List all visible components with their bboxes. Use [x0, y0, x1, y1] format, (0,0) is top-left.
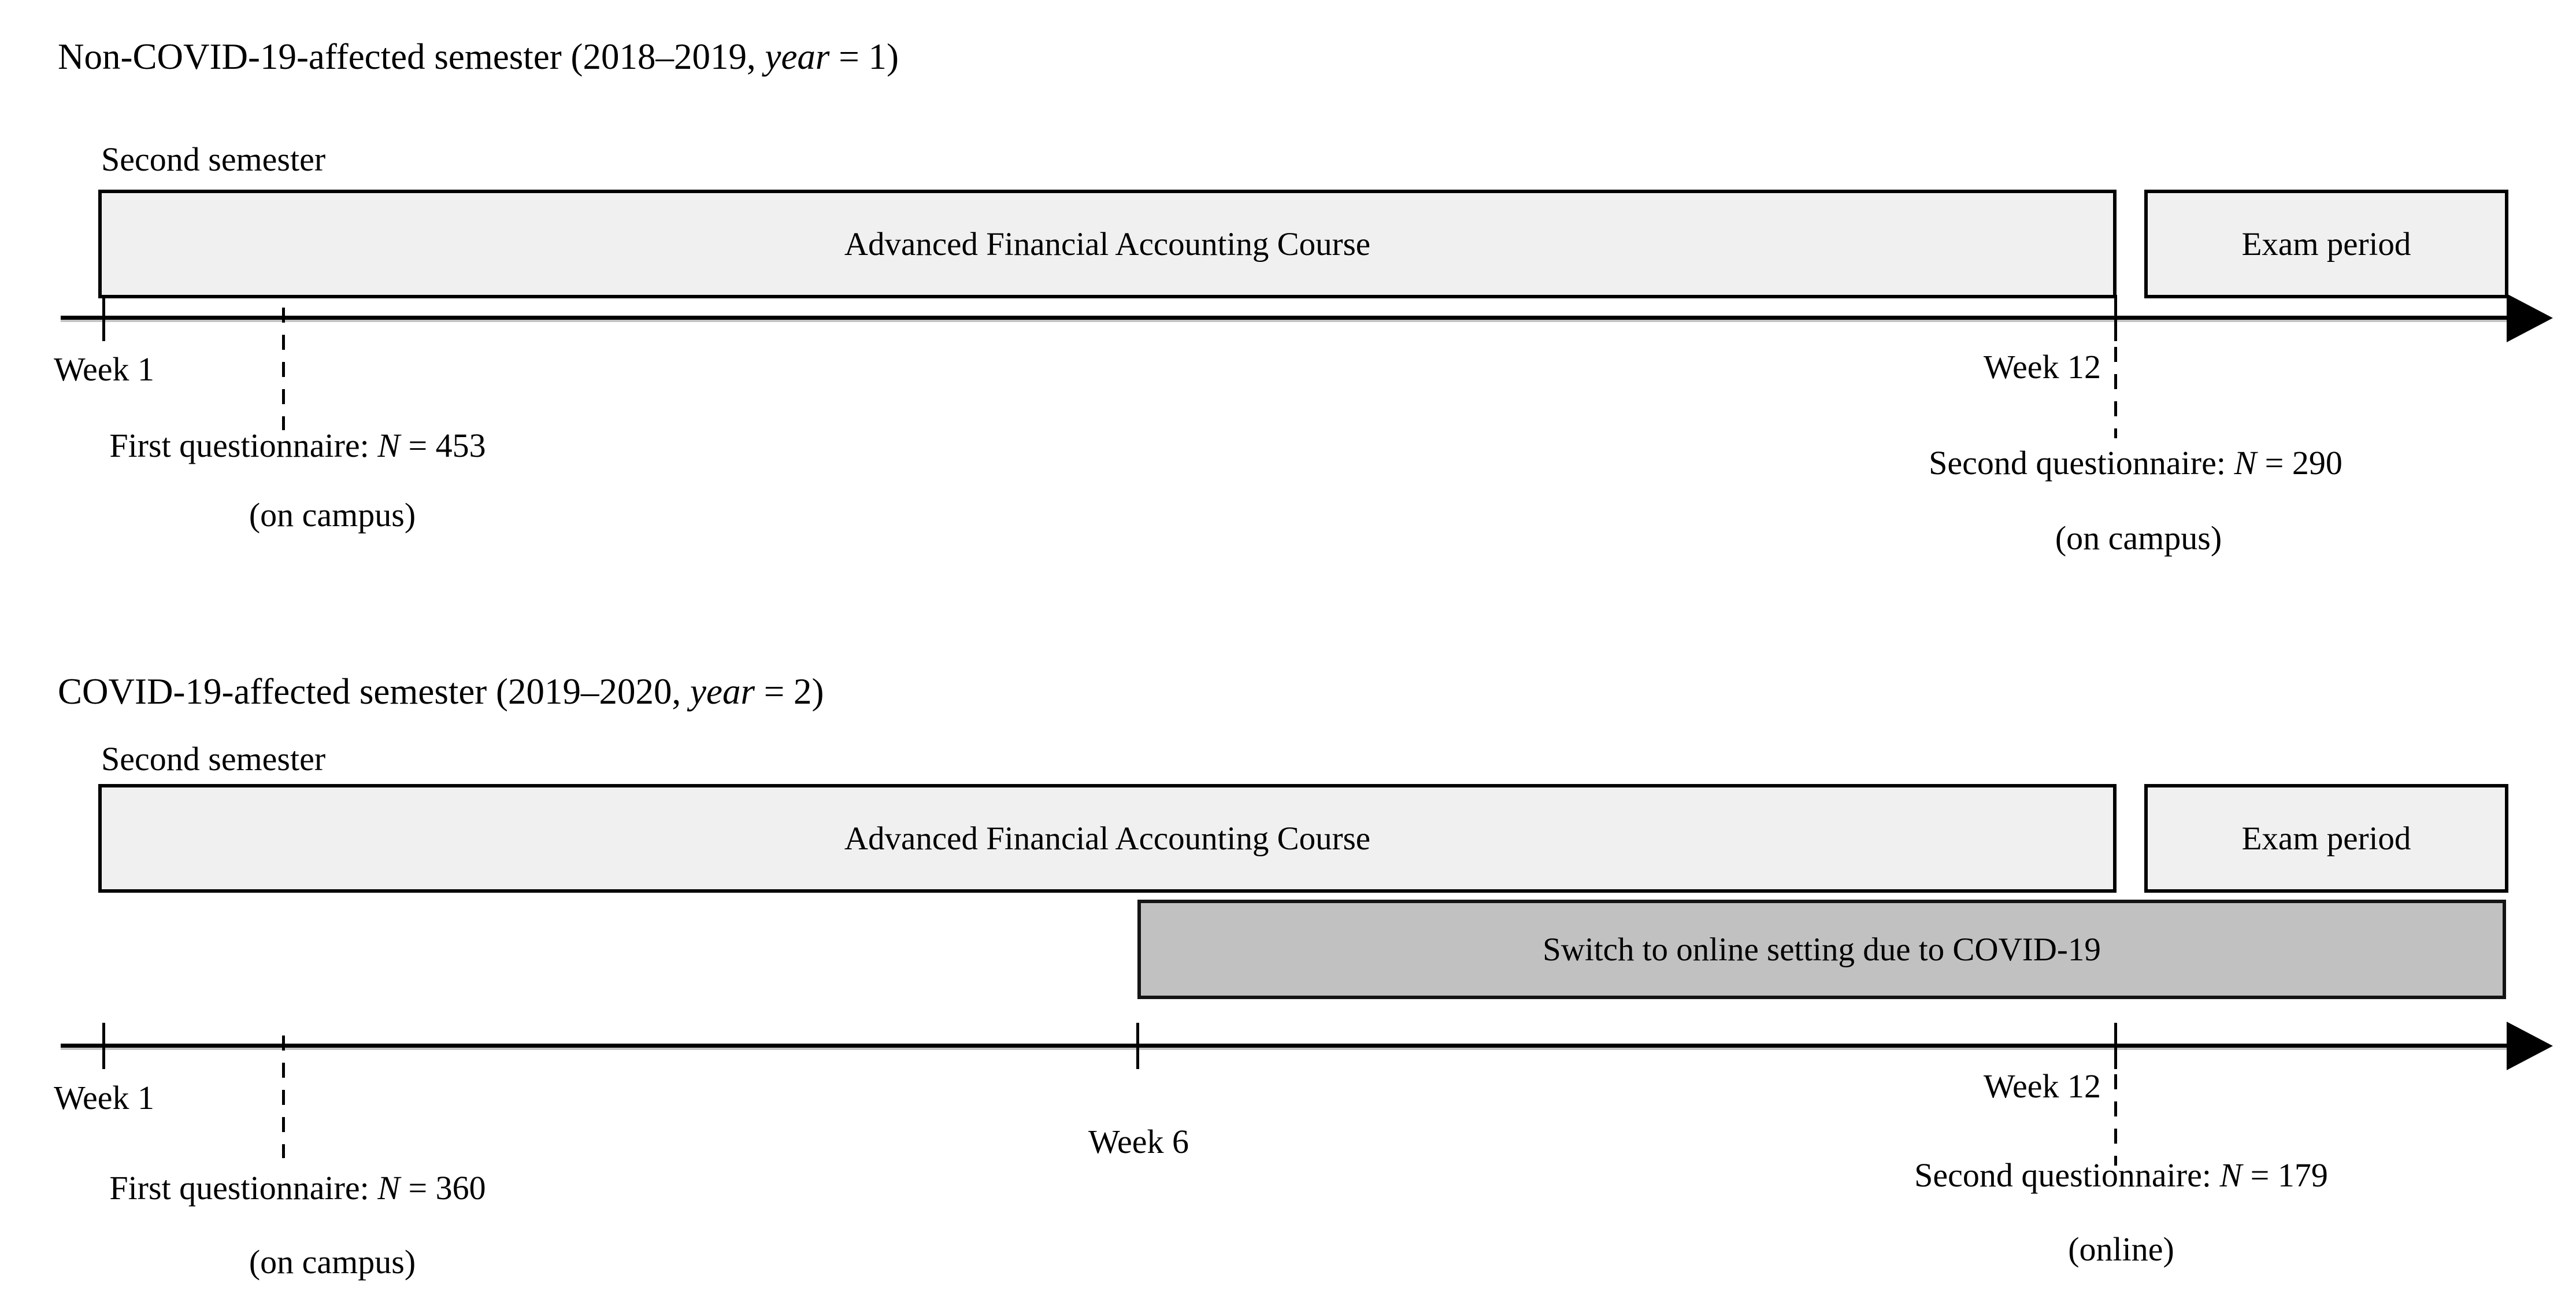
course-box-label: Advanced Financial Accounting Course	[844, 225, 1371, 262]
first-questionnaire-count: = 360	[399, 1169, 486, 1207]
exam-box-label: Exam period	[2241, 820, 2411, 857]
second-questionnaire-count: = 290	[2256, 444, 2343, 482]
second-questionnaire-label: Second questionnaire: N = 290	[1838, 444, 2433, 483]
panel-title-prefix: COVID-19-affected semester (2019–2020,	[58, 671, 691, 712]
week1-tick	[102, 295, 105, 341]
timeline-axis	[61, 316, 2517, 320]
arrow-right-icon	[2507, 294, 2553, 342]
semester-label: Second semester	[101, 740, 326, 778]
arrow-right-icon	[2507, 1022, 2553, 1070]
week1-label: Week 1	[53, 350, 155, 388]
first-questionnaire-label: First questionnaire: N = 453	[0, 427, 595, 465]
week1-label: Week 1	[53, 1079, 155, 1116]
panel-title-prefix: Non-COVID-19-affected semester (2018–201…	[58, 36, 765, 77]
first-questionnaire-n-italic: N	[377, 427, 400, 464]
timeline-axis	[61, 1044, 2517, 1048]
first-questionnaire-dashed-line	[282, 1036, 285, 1158]
first-questionnaire-n-italic: N	[377, 1169, 400, 1207]
exam-box: Exam period	[2144, 190, 2508, 298]
week12-label: Week 12	[1983, 348, 2101, 386]
second-questionnaire-mode: (online)	[2068, 1230, 2174, 1268]
week1-tick	[102, 1023, 105, 1069]
exam-box-label: Exam period	[2241, 225, 2411, 262]
first-questionnaire-mode: (on campus)	[249, 1243, 416, 1281]
week12-label: Week 12	[1983, 1067, 2101, 1105]
semester-label: Second semester	[101, 140, 326, 178]
first-questionnaire-text: First questionnaire:	[109, 427, 378, 464]
second-questionnaire-label: Second questionnaire: N = 179	[1823, 1156, 2419, 1195]
second-questionnaire-text: Second questionnaire:	[1929, 444, 2234, 482]
course-box: Advanced Financial Accounting Course	[98, 190, 2117, 298]
week12-tick	[2114, 1023, 2117, 1069]
course-box-label: Advanced Financial Accounting Course	[844, 820, 1371, 857]
week6-label: Week 6	[1088, 1123, 1189, 1160]
week12-tick	[2114, 295, 2117, 341]
panel-title-suffix: = 1)	[829, 36, 899, 77]
exam-box: Exam period	[2144, 784, 2508, 893]
panel-title-year-italic: year	[765, 36, 830, 77]
second-questionnaire-mode: (on campus)	[2055, 519, 2222, 557]
first-questionnaire-label: First questionnaire: N = 360	[0, 1169, 595, 1208]
second-questionnaire-dashed-line	[2114, 347, 2117, 438]
second-questionnaire-n-italic: N	[2234, 444, 2257, 482]
course-box: Advanced Financial Accounting Course	[98, 784, 2117, 893]
second-questionnaire-count: = 179	[2242, 1156, 2328, 1194]
panel-title-suffix: = 2)	[754, 671, 824, 712]
switch-online-box-label: Switch to online setting due to COVID-19	[1543, 931, 2101, 968]
switch-online-box: Switch to online setting due to COVID-19	[1137, 900, 2506, 999]
second-questionnaire-dashed-line	[2114, 1074, 2117, 1166]
first-questionnaire-mode: (on campus)	[249, 496, 416, 534]
first-questionnaire-count: = 453	[399, 427, 486, 464]
panel-title: Non-COVID-19-affected semester (2018–201…	[58, 36, 899, 77]
second-questionnaire-n-italic: N	[2219, 1156, 2243, 1194]
first-questionnaire-dashed-line	[282, 308, 285, 430]
week6-tick	[1136, 1023, 1139, 1069]
second-questionnaire-text: Second questionnaire:	[1914, 1156, 2220, 1194]
panel-title: COVID-19-affected semester (2019–2020, y…	[58, 671, 824, 712]
panel-title-year-italic: year	[690, 671, 755, 712]
first-questionnaire-text: First questionnaire:	[109, 1169, 378, 1207]
